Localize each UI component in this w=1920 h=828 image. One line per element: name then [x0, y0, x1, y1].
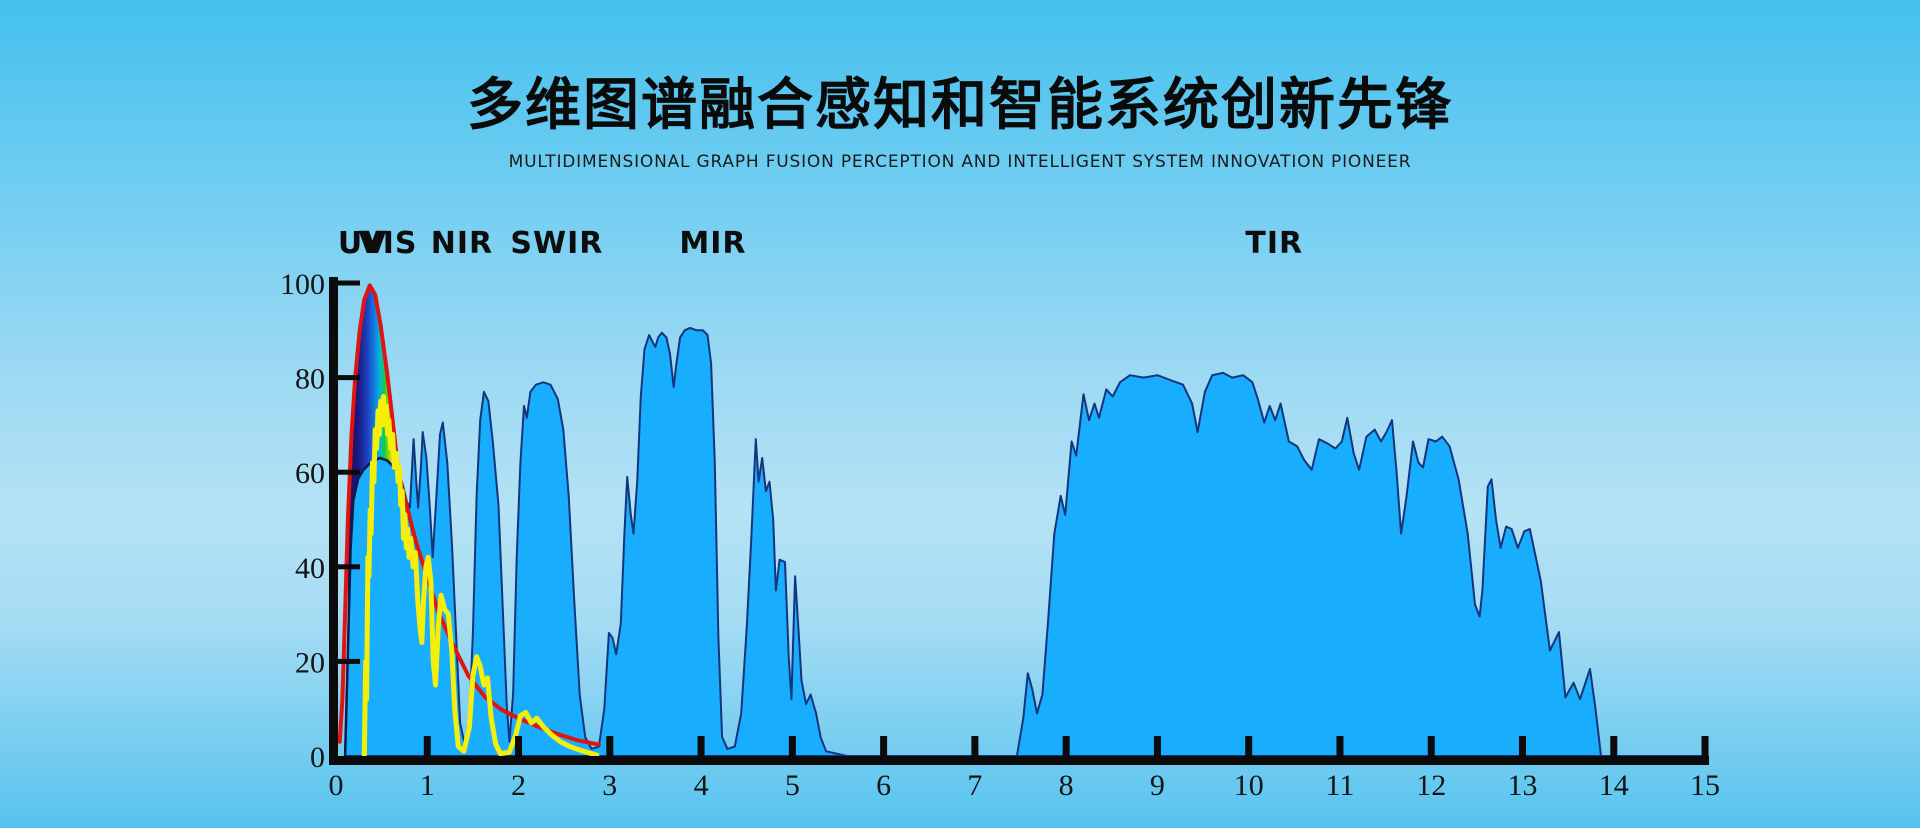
x-tick-label: 13: [1508, 769, 1538, 802]
band-label-tir: TIR: [1245, 226, 1303, 261]
band-label-mir: MIR: [679, 226, 746, 261]
x-tick: [1701, 736, 1709, 756]
x-tick-label: 5: [785, 769, 800, 802]
band-label-uv: UV: [338, 226, 388, 261]
x-tick: [971, 736, 979, 756]
x-tick-label: 12: [1416, 769, 1446, 802]
subtitle: MULTIDIMENSIONAL GRAPH FUSION PERCEPTION…: [508, 152, 1412, 172]
x-tick: [788, 736, 796, 756]
ground-solar-spectrum-curve: [361, 394, 600, 759]
x-tick-label: 2: [511, 769, 526, 802]
x-tick-label: 14: [1599, 769, 1629, 802]
x-tick-label: 9: [1150, 769, 1165, 802]
x-axis: [329, 756, 1710, 765]
x-tick: [697, 736, 705, 756]
y-tick: [338, 564, 360, 570]
x-tick: [606, 736, 614, 756]
y-tick-label: 100: [280, 268, 325, 301]
x-tick: [880, 736, 888, 756]
x-tick: [423, 736, 431, 756]
x-tick-label: 3: [602, 769, 617, 802]
visible-spectrum-rainbow: [347, 285, 407, 652]
x-tick-label: 4: [694, 769, 709, 802]
atmospheric-transmission-area: [344, 326, 1707, 757]
y-tick-label: 80: [295, 363, 325, 396]
x-tick-label: 7: [967, 769, 982, 802]
x-tick-label: 1: [420, 769, 435, 802]
x-tick: [1245, 736, 1253, 756]
x-tick: [1610, 736, 1618, 756]
x-tick-label: 15: [1690, 769, 1720, 802]
y-tick: [338, 280, 360, 286]
x-tick-label: 6: [876, 769, 891, 802]
x-tick: [1519, 736, 1527, 756]
main-title: 多维图谱融合感知和智能系统创新先锋: [467, 73, 1453, 138]
x-tick: [1062, 736, 1070, 756]
x-tick: [1427, 736, 1435, 756]
x-tick-label: 0: [329, 769, 344, 802]
y-tick-label: 0: [310, 741, 325, 774]
y-tick: [338, 469, 360, 475]
x-tick-label: 8: [1059, 769, 1074, 802]
y-axis: [329, 277, 338, 765]
y-tick: [338, 375, 360, 381]
x-tick: [1153, 736, 1161, 756]
y-tick-label: 20: [295, 646, 325, 679]
x-tick: [1336, 736, 1344, 756]
y-tick: [338, 658, 360, 664]
y-tick-label: 60: [295, 457, 325, 490]
band-label-nir: NIR: [431, 226, 493, 261]
x-tick-label: 11: [1326, 769, 1355, 802]
x-tick-label: 10: [1234, 769, 1264, 802]
x-tick: [515, 736, 523, 756]
y-tick-label: 40: [295, 552, 325, 585]
band-label-swir: SWIR: [510, 226, 603, 261]
band-label-vis: VIS: [359, 226, 418, 261]
